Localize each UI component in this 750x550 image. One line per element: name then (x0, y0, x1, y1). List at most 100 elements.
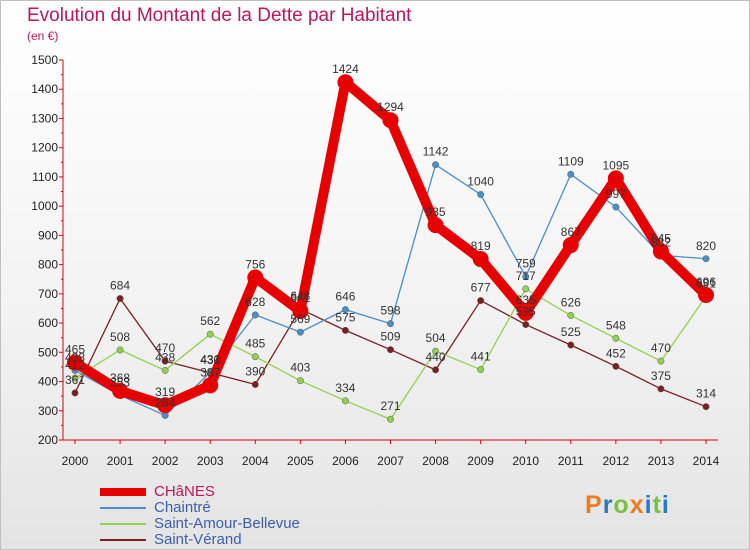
data-label: 820 (696, 239, 716, 253)
data-label: 648 (290, 289, 310, 303)
data-label: 759 (516, 257, 536, 271)
proxiti-logo: Proxiti (585, 491, 670, 520)
data-label: 595 (516, 305, 536, 319)
data-point (387, 346, 394, 354)
y-tick-label: 200 (38, 433, 58, 447)
data-label: 717 (516, 269, 536, 283)
data-point (112, 382, 129, 399)
series-line-1 (74, 163, 707, 417)
logo-letter: o (613, 491, 630, 519)
data-point (161, 357, 169, 365)
data-label: 819 (471, 239, 491, 253)
data-label: 470 (651, 341, 671, 355)
data-point (477, 366, 485, 374)
legend-label: Saint-Vérand (154, 531, 242, 548)
data-label: 569 (290, 312, 310, 326)
logo-letter: i (644, 491, 653, 519)
x-tick-label: 2003 (197, 454, 224, 468)
legend-label: Saint-Amour-Bellevue (154, 515, 300, 532)
x-tick-label: 2002 (152, 454, 179, 468)
data-point (202, 377, 219, 394)
x-tick-label: 2008 (422, 454, 449, 468)
data-point (341, 326, 349, 334)
data-point (116, 346, 124, 354)
data-point (698, 287, 714, 304)
logo-letter: i (661, 491, 670, 519)
data-label: 832 (651, 235, 671, 249)
data-label: 485 (245, 337, 265, 351)
x-tick-label: 2013 (648, 454, 675, 468)
data-label: 1424 (332, 62, 359, 76)
data-label: 319 (155, 385, 175, 399)
logo-letter: P (585, 491, 603, 519)
y-tick-label: 1200 (31, 141, 58, 155)
data-point (427, 217, 444, 234)
y-tick-label: 1400 (31, 82, 58, 96)
y-tick-label: 900 (38, 228, 58, 242)
data-label: 1095 (603, 158, 630, 172)
data-point (382, 112, 399, 129)
data-point (432, 347, 440, 355)
legend-label: CHâNES (154, 483, 215, 500)
data-point (116, 295, 124, 302)
data-label: 361 (65, 373, 85, 387)
data-label: 1294 (377, 100, 404, 114)
data-point (657, 385, 665, 393)
logo-letter: r (602, 491, 614, 519)
data-label: 438 (155, 350, 175, 364)
data-label: 403 (290, 361, 310, 375)
data-label: 438 (65, 350, 85, 364)
data-point (612, 203, 620, 211)
x-tick-label: 2004 (242, 454, 269, 468)
legend-swatch (100, 539, 146, 541)
data-label: 756 (245, 257, 265, 271)
data-label: 504 (426, 331, 446, 345)
data-label: 575 (335, 310, 355, 324)
data-point (247, 269, 264, 286)
data-point (477, 191, 485, 198)
y-tick-label: 1500 (31, 53, 58, 67)
data-point (341, 397, 349, 405)
data-point (432, 366, 440, 374)
data-label: 626 (561, 295, 581, 309)
data-point (296, 328, 304, 336)
unit-label: (en €) (27, 29, 59, 43)
logo-letter: t (652, 491, 662, 519)
data-label: 390 (245, 364, 265, 378)
x-tick-label: 2007 (377, 454, 404, 468)
x-tick-label: 2009 (467, 454, 494, 468)
data-point (206, 330, 214, 338)
data-label: 440 (426, 350, 446, 364)
data-label: 441 (471, 350, 491, 364)
data-point (612, 362, 620, 370)
data-label: 465 (65, 343, 85, 357)
data-point (607, 170, 624, 187)
y-tick-label: 300 (38, 404, 58, 418)
data-label: 430 (200, 353, 220, 367)
data-label: 387 (200, 365, 220, 379)
data-point (71, 374, 79, 382)
data-label: 997 (606, 187, 626, 201)
data-point (567, 170, 575, 178)
data-point (702, 255, 710, 263)
data-point (251, 311, 259, 319)
legend-swatch (100, 523, 146, 525)
x-tick-label: 2006 (332, 454, 359, 468)
data-point (161, 366, 169, 374)
data-point (67, 354, 83, 371)
data-point (387, 320, 394, 328)
data-point (702, 403, 710, 411)
y-tick-label: 1000 (31, 199, 58, 213)
data-label: 598 (380, 304, 400, 318)
data-point (522, 285, 530, 293)
data-point (652, 243, 669, 260)
data-label: 271 (380, 399, 400, 413)
data-label: 684 (110, 279, 130, 293)
data-point (567, 341, 575, 349)
data-label: 628 (245, 295, 265, 309)
data-point (71, 389, 79, 397)
data-point (337, 74, 354, 91)
data-label: 284 (155, 395, 175, 409)
data-label: 508 (110, 330, 130, 344)
data-point (657, 357, 665, 365)
